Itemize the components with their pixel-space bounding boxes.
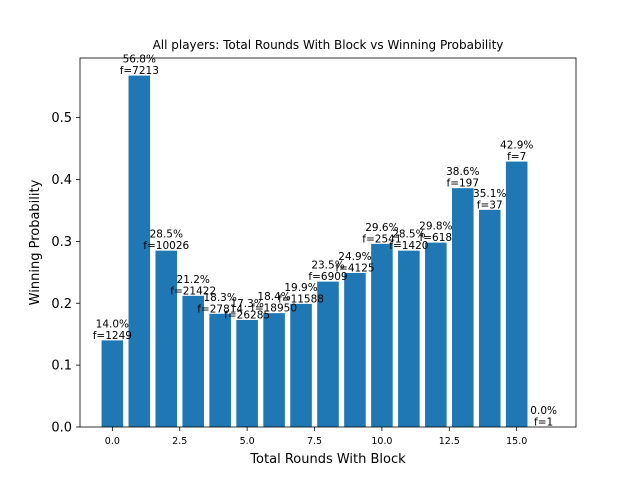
bar-frequency-label: f=197 (447, 178, 480, 190)
plot-area-frame (79, 57, 577, 428)
y-axis-label: Winning Probability (28, 179, 43, 305)
bar-frequency-label: f=37 (477, 199, 503, 211)
x-tick-label: 7.5 (307, 436, 322, 447)
y-tick-label: 0.0 (51, 421, 72, 436)
bar (155, 250, 178, 427)
bar-frequency-label: f=2541 (362, 233, 401, 245)
bar (317, 281, 339, 427)
bar-percent-label: 14.0% (96, 318, 129, 330)
x-tick-label: 5.0 (240, 436, 255, 447)
y-axis: 0.0 0.1 0.2 0.3 0.4 0.5 (51, 111, 80, 436)
bar-percent-label: 56.8% (123, 54, 156, 66)
bar (505, 161, 528, 427)
bar-frequency-label: f=26285 (224, 309, 270, 321)
bar (425, 242, 447, 427)
bar-frequency-label: f=27814 (197, 303, 243, 315)
x-tick-label: 0.0 (105, 436, 120, 447)
bar (128, 75, 151, 428)
x-tick-label: 12.5 (439, 436, 460, 447)
bar-percent-label: 35.1% (473, 188, 506, 200)
bar-frequency-label: f=11588 (278, 293, 324, 305)
bar-frequency-label: f=7213 (120, 65, 159, 77)
x-tick-label: 2.5 (172, 436, 187, 447)
bar-percent-label: 42.9% (500, 140, 533, 152)
y-tick-label: 0.3 (51, 235, 72, 250)
bar (209, 313, 231, 427)
bar-frequency-label: f=6909 (308, 271, 347, 283)
bar (398, 250, 420, 427)
y-tick-label: 0.5 (51, 111, 72, 126)
bar-percent-label: 19.9% (284, 282, 317, 294)
x-tick-label: 10.0 (371, 436, 392, 447)
bar-percent-label: 29.6% (365, 222, 398, 234)
bar (452, 188, 474, 427)
bar-percent-label: 17.3% (230, 298, 263, 310)
bar-percent-label: 0.0% (530, 405, 557, 417)
bar (290, 303, 312, 427)
chart-title: All players: Total Rounds With Block vs … (153, 38, 504, 52)
bar-percent-label: 28.5% (150, 229, 183, 241)
bar-frequency-label: f=1 (534, 417, 553, 429)
bar (101, 340, 124, 427)
bar-percent-label: 23.5% (311, 260, 344, 272)
bar-frequency-label: f=21422 (170, 285, 216, 297)
x-axis-label: Total Rounds With Block (249, 452, 406, 467)
bar (263, 313, 285, 427)
bar (236, 319, 258, 427)
bar (478, 209, 501, 427)
bar-frequency-label: f=7 (507, 151, 526, 163)
bar-frequency-label: f=18950 (251, 303, 297, 315)
bar-frequency-label: f=618 (420, 232, 453, 244)
bar-percent-label: 18.3% (203, 292, 236, 304)
bar-percent-label: 28.5% (392, 229, 425, 241)
bar-percent-label: 24.9% (338, 251, 371, 263)
bar-percent-label: 21.2% (177, 274, 210, 286)
bar-frequency-label: f=10026 (143, 240, 189, 252)
bar (182, 295, 204, 427)
y-tick-label: 0.2 (51, 297, 72, 312)
bar-frequency-label: f=1249 (93, 330, 132, 342)
y-tick-label: 0.4 (51, 173, 72, 188)
bar-percent-label: 29.8% (419, 221, 452, 233)
bar-labels-group: 14.0%f=124956.8%f=721328.5%f=1002621.2%f… (93, 54, 557, 429)
bar-percent-label: 18.4% (257, 291, 290, 303)
x-axis: 0.0 2.5 5.0 7.5 10.0 12.5 15.0 (105, 427, 527, 447)
bar-frequency-label: f=4125 (335, 262, 374, 274)
bar (371, 243, 393, 427)
x-tick-label: 15.0 (506, 436, 527, 447)
y-tick-label: 0.1 (51, 359, 72, 374)
bar (344, 272, 366, 427)
bar-frequency-label: f=1420 (389, 240, 428, 252)
bars-group (101, 75, 528, 428)
bar-percent-label: 38.6% (446, 166, 479, 178)
